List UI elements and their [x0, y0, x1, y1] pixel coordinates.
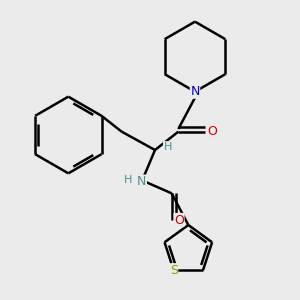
Text: O: O — [174, 214, 184, 226]
Text: H: H — [164, 142, 172, 152]
Text: N: N — [190, 85, 200, 98]
Text: H: H — [124, 175, 133, 185]
Text: O: O — [207, 125, 217, 138]
Text: S: S — [169, 264, 178, 277]
Text: N: N — [137, 175, 146, 188]
